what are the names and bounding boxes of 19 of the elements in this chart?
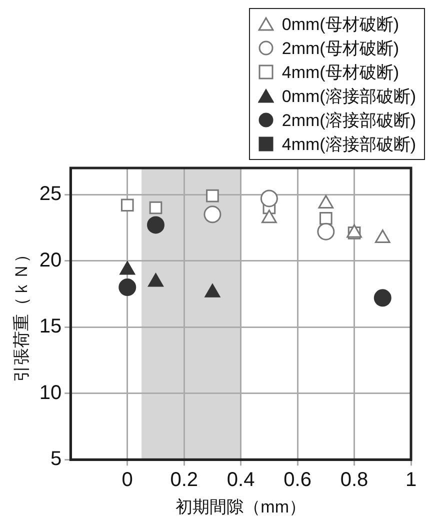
legend-label: 2mm(母材破断) [282,38,399,60]
x-tick-label: 0.8 [340,469,368,492]
legend-label: 2mm(溶接部破断) [282,110,416,132]
legend-label: 0mm(母材破断) [282,14,399,36]
y-tick-label: 5 [50,448,62,470]
x-tick-label: 0.2 [170,469,198,492]
y-tick-label: 15 [39,316,62,338]
legend-label: 0mm(溶接部破断) [282,86,416,108]
x-tick-label: 0.4 [226,469,255,492]
legend-label: 4mm(溶接部破断) [282,134,416,156]
y-tick-label: 20 [39,249,62,272]
y-axis-title: 引張荷重（ｋＮ） [12,246,31,382]
y-tick-label: 10 [39,382,62,404]
x-tick-label: 0.6 [284,469,312,492]
x-tick-label: 1 [405,469,417,492]
y-tick-label: 25 [39,183,62,206]
legend-label: 4mm(母材破断) [282,62,399,84]
x-axis-title: 初期間隙（mm） [176,497,306,516]
x-tick-label: 0 [122,469,133,492]
